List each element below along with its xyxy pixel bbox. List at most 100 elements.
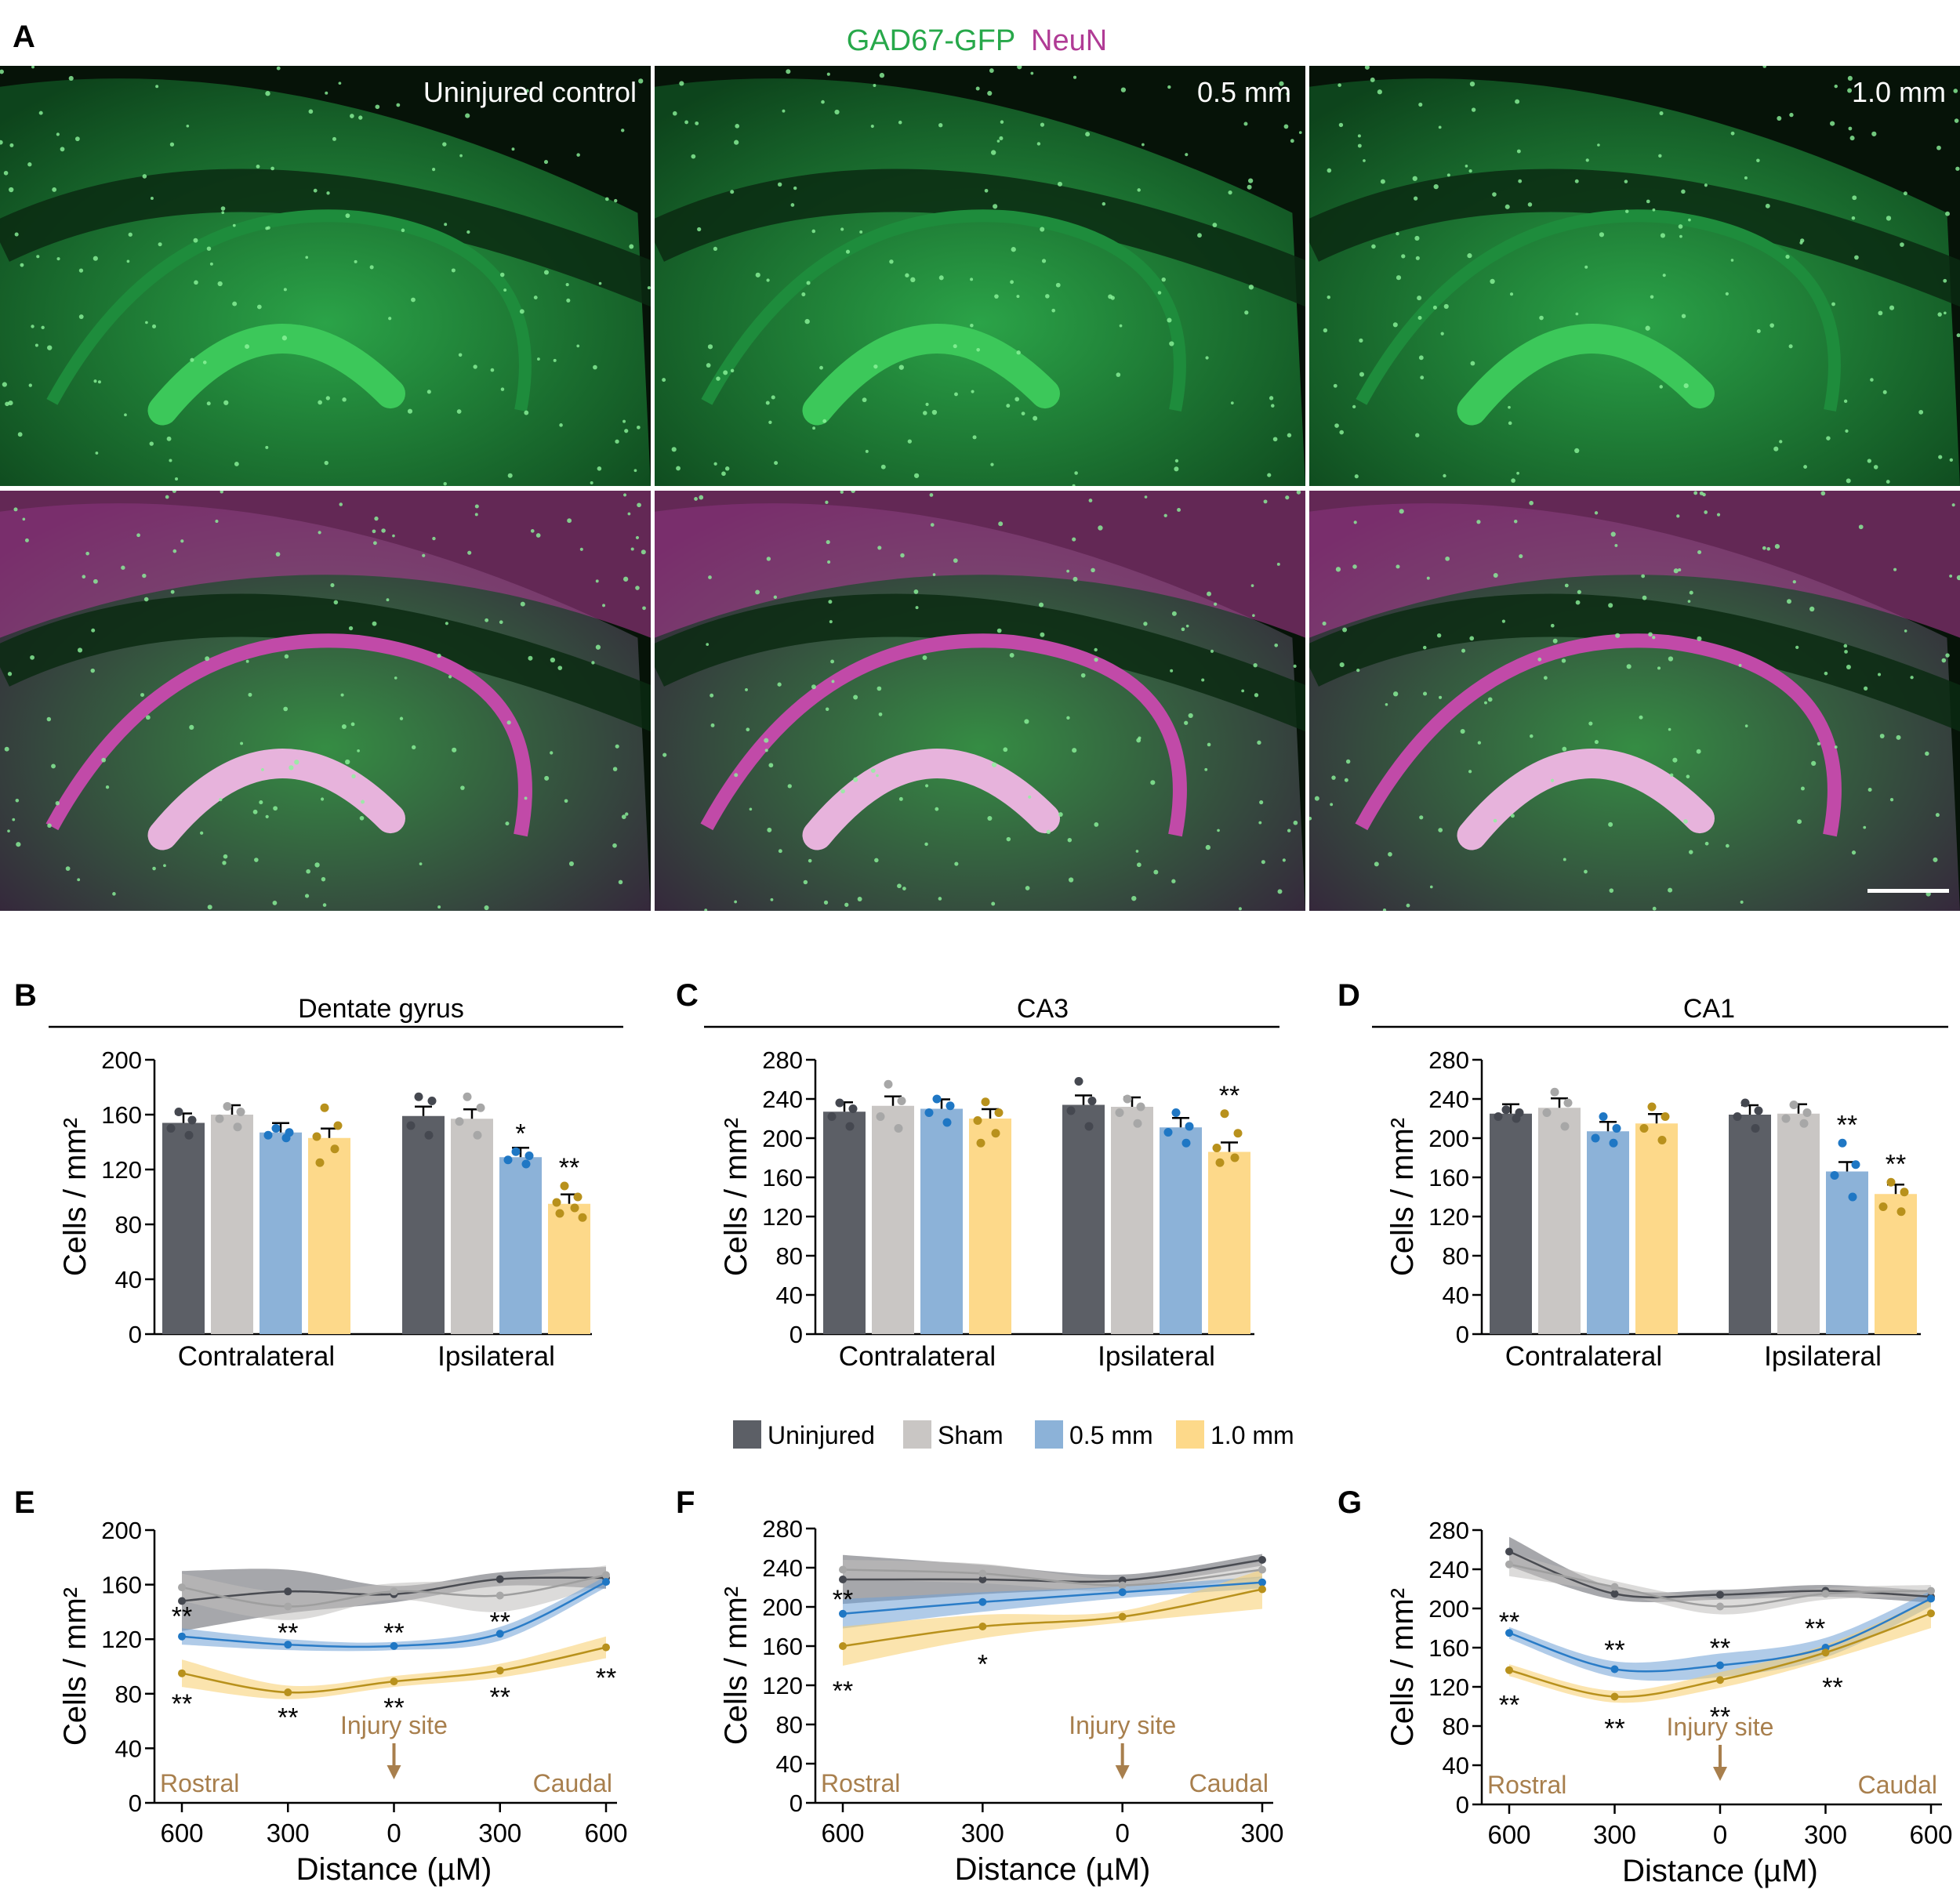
cell-dot [1006,404,1011,408]
cell-dot [1396,231,1399,236]
data-point [1115,1108,1124,1117]
cell-dot [372,541,377,546]
cell-dot [627,512,631,516]
cell-dot [630,547,634,551]
cell-dot [1817,742,1821,746]
cell-dot [913,589,919,594]
cell-dot [1339,662,1345,668]
cell-dot [1272,437,1278,442]
cell-dot [801,292,806,297]
cell-dot [713,246,718,252]
data-point [1591,1133,1600,1143]
cell-dot [710,693,714,698]
y-axis-label: Cells / mm² [1385,1118,1420,1276]
cell-dot [989,68,994,73]
series-point [390,1641,398,1650]
cell-dot [1846,665,1851,670]
cell-dot [1527,202,1533,207]
group-label: Ipsilateral [1098,1341,1215,1372]
cell-dot [774,461,779,466]
data-point [560,1181,569,1191]
significance: * [515,1119,525,1148]
cell-dot [1263,499,1268,504]
cell-dot [1110,296,1115,300]
cell-dot [1072,537,1076,542]
y-tick-label: 0 [789,1321,803,1348]
cell-dot [1949,574,1953,578]
cell-dot [1072,748,1077,753]
cell-dot [1170,669,1174,673]
cell-dot [1028,795,1032,799]
cell-dot [777,182,782,187]
series-point [495,1575,504,1583]
y-tick-label: 40 [776,1750,803,1778]
cell-dot [220,206,226,211]
pyramidal-layer [1356,209,1841,412]
cell-dot [1094,647,1098,652]
cell-dot [172,491,176,493]
cell-dot [1849,136,1855,141]
data-point [976,1138,985,1148]
data-point [281,1133,291,1143]
cell-dot [579,547,583,551]
cell-dot [194,280,198,285]
cell-dot [1352,404,1356,409]
data-point [1647,1102,1657,1112]
cell-dot [165,495,169,499]
cell-dot [1267,473,1272,477]
cell-dot [1150,780,1156,785]
data-point [1563,1098,1573,1108]
cell-dot [706,643,710,646]
cell-dot [1344,778,1348,782]
bar [1490,1113,1532,1334]
series-line [842,1581,1263,1615]
cell-dot [149,441,154,446]
cell-dot [1657,666,1661,670]
panel-a-title: GAD67-GFP NeuN [847,24,1107,57]
cell-dot [276,66,281,71]
cell-dot [1878,673,1882,676]
series-point [1821,1648,1830,1657]
cell-dot [662,752,667,757]
series-point [178,1632,186,1641]
bar [211,1115,253,1334]
cell-dot [1277,889,1283,894]
cell-dot [915,606,919,610]
data-point [406,1121,416,1130]
data-point [521,1159,531,1169]
data-point [187,1115,197,1125]
cell-dot [1658,154,1662,158]
cortex-neun [0,491,651,638]
cell-dot [1756,328,1761,333]
cell-dot [1469,636,1475,641]
cell-dot [975,86,980,91]
cell-dot [576,153,580,157]
cell-dot [359,815,365,821]
cell-dot [597,466,602,471]
cell-dot [1417,316,1422,321]
legend-swatch [1035,1420,1063,1449]
y-tick-label: 200 [762,1594,803,1621]
cell-dot [1030,71,1034,75]
cell-dot [1296,491,1301,495]
data-point [1512,1114,1521,1123]
cell-dot [1066,569,1070,573]
cell-dot [68,75,74,82]
cell-dot [350,722,355,727]
bar [1587,1131,1629,1334]
cell-dot [1697,636,1702,641]
cell-dot [294,760,299,765]
cell-dot [1465,165,1468,168]
data-point [455,1117,464,1126]
cell-dot [1356,668,1360,673]
y-tick-label: 40 [1443,1752,1469,1779]
cell-dot [1314,796,1319,801]
cell-dot [1599,232,1605,238]
cell-dot [803,879,808,885]
cell-dot [1000,120,1004,124]
cell-dot [1471,107,1476,112]
cell-dot [1504,204,1510,209]
cell-dot [1574,179,1579,183]
cell-dot [1468,169,1472,173]
data-point [1066,1106,1076,1115]
